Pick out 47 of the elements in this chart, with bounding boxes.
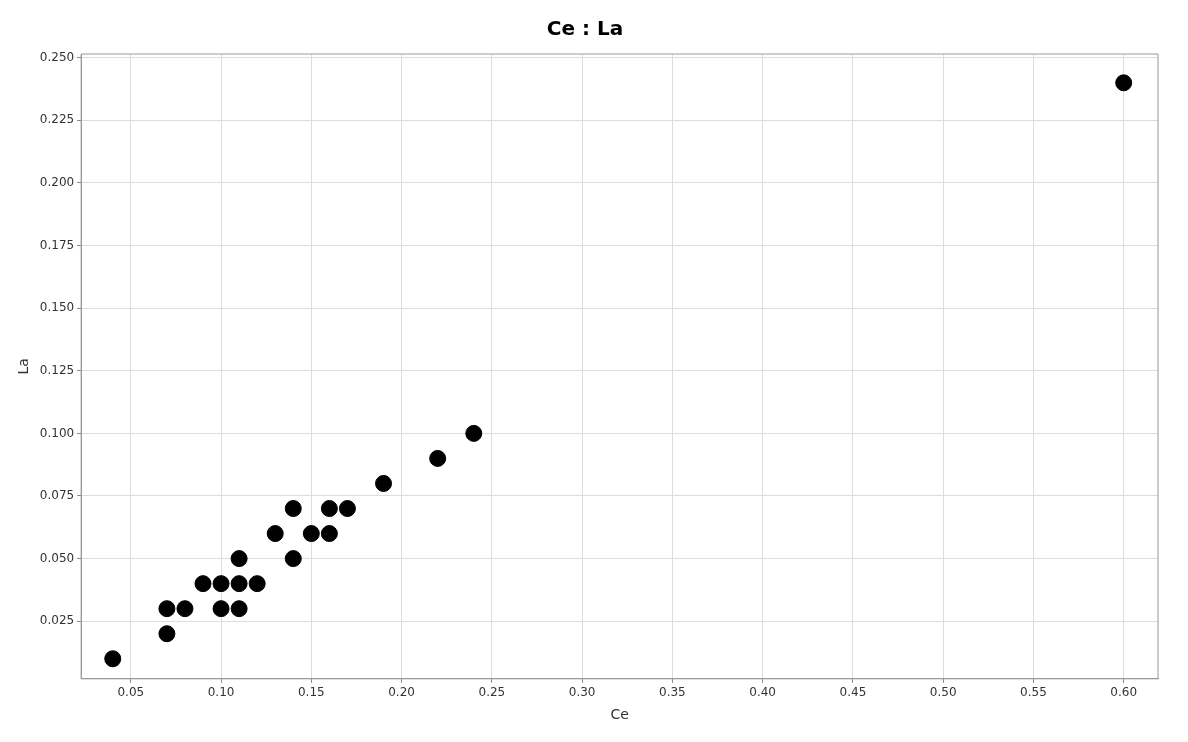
point — [320, 525, 338, 543]
y-tick-label: 0.200 — [39, 175, 75, 190]
point — [465, 424, 483, 442]
chart-title: Ce : La — [546, 16, 624, 41]
y-tick-label: 0.250 — [39, 49, 75, 64]
x-tick-label: 0.40 — [749, 685, 776, 700]
point — [212, 575, 230, 593]
y-tick-label: 0.100 — [39, 425, 75, 440]
point — [248, 575, 266, 593]
point — [176, 600, 194, 618]
point — [158, 600, 176, 618]
point — [429, 449, 447, 467]
point — [230, 575, 248, 593]
y-tick-label: 0.150 — [39, 300, 75, 315]
y-tick-label: 0.075 — [39, 488, 75, 503]
x-tick-label: 0.50 — [929, 685, 957, 700]
x-tick-label: 0.55 — [1020, 685, 1047, 700]
y-tick-label: 0.125 — [39, 362, 75, 377]
point — [320, 500, 338, 518]
y-tick-label: 0.175 — [39, 237, 75, 252]
x-tick-label: 0.05 — [117, 685, 145, 700]
y-tick-label: 0.025 — [39, 613, 75, 628]
point — [230, 600, 248, 618]
x-tick-label: 0.30 — [568, 685, 596, 700]
x-tick-label: 0.45 — [839, 685, 867, 700]
point — [338, 500, 356, 518]
x-tick-label: 0.25 — [478, 685, 506, 700]
x-tick-label: 0.15 — [297, 685, 325, 700]
y-tick-label: 0.050 — [39, 550, 75, 565]
x-tick-label: 0.20 — [388, 685, 415, 700]
x-axis-title: Ce — [610, 706, 629, 723]
point — [302, 525, 320, 543]
y-tick-label: 0.225 — [39, 112, 75, 127]
point — [194, 575, 212, 593]
point — [266, 525, 284, 543]
point — [284, 500, 302, 518]
point — [1115, 74, 1133, 92]
y-axis-title: La — [15, 358, 32, 375]
point — [284, 550, 302, 568]
x-tick-label: 0.10 — [207, 685, 235, 700]
point — [104, 650, 122, 668]
x-tick-label: 0.35 — [659, 685, 686, 700]
x-tick-label: 0.60 — [1110, 685, 1138, 700]
point — [375, 474, 393, 492]
point — [212, 600, 230, 618]
point — [230, 550, 248, 568]
point — [158, 625, 176, 643]
